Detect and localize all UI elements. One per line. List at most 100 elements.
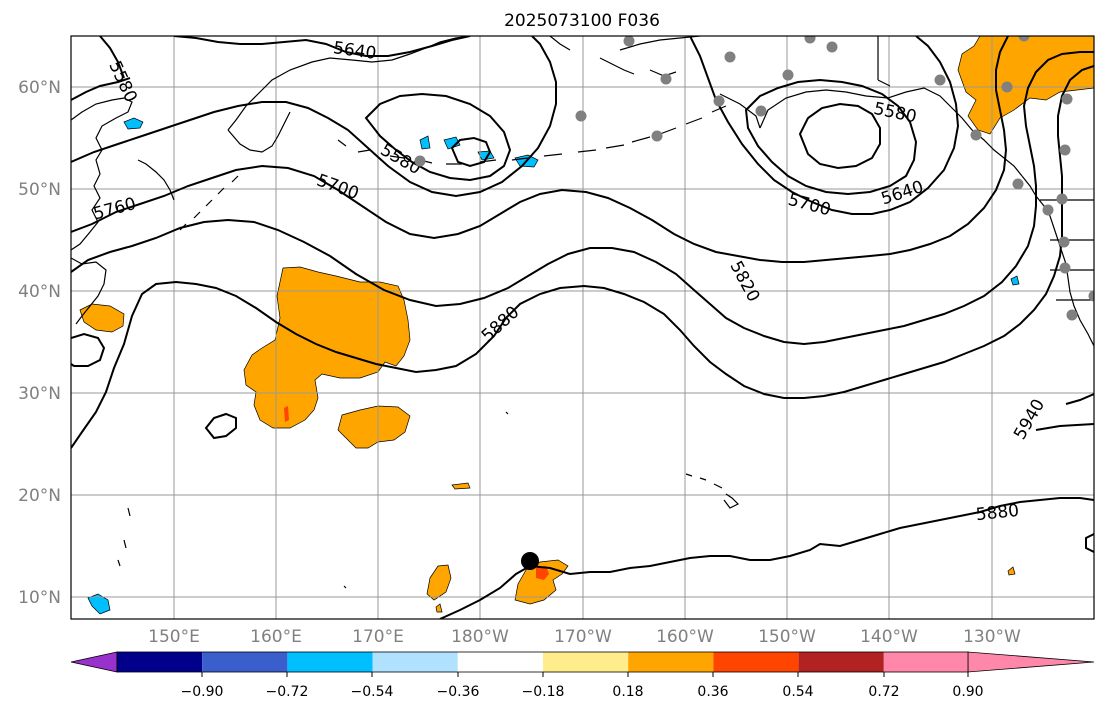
station-marker: [1012, 178, 1024, 190]
aleutian-islands: [337, 105, 727, 165]
lon-label: 160°W: [656, 627, 714, 647]
colorbar-segment: [713, 652, 799, 672]
coastline-sakhalin: [137, 159, 175, 201]
small-islands: [117, 411, 509, 589]
lon-label: 160°E: [250, 627, 302, 647]
colorbar-ticks: [201, 672, 969, 677]
station-marker: [1061, 93, 1073, 105]
lon-label: 150°E: [148, 627, 200, 647]
neg-anomaly-7: [1010, 275, 1020, 286]
lat-label: 40°N: [18, 282, 61, 302]
station-marker: [1066, 309, 1078, 321]
colorbar: −0.90 −0.72 −0.54 −0.36 −0.18 0.18 0.36 …: [70, 651, 1095, 700]
contour-small-loop-2: [71, 332, 106, 367]
station-marker: [1059, 262, 1071, 274]
station-marker: [755, 105, 767, 117]
station-marker: [623, 36, 635, 47]
colorbar-tick-label: −0.18: [522, 684, 565, 700]
lat-label: 30°N: [18, 384, 61, 404]
colorbar-segment: [202, 652, 288, 672]
colorbar-segment: [883, 652, 968, 672]
station-marker: [804, 36, 816, 44]
coastline-kamchatka-south: [227, 111, 291, 153]
coastline-bering: [549, 36, 635, 75]
colorbar-tick-label: −0.36: [437, 684, 480, 700]
contour-5580-east: [798, 102, 881, 170]
contour-5580-northwest: [71, 77, 131, 101]
colorbar-segment: [117, 652, 203, 672]
contour-small-loop-1: [204, 412, 237, 440]
station-marker: [934, 74, 946, 86]
map-border: [70, 35, 1095, 620]
anomaly-region-small-1: [426, 564, 452, 601]
lon-label: 130°W: [963, 627, 1021, 647]
lat-label: 50°N: [18, 180, 61, 200]
station-marker: [660, 73, 672, 85]
station-marker: [414, 155, 426, 167]
colorbar-tick-label: 0.18: [612, 684, 643, 700]
colorbar-segment: [287, 652, 373, 672]
coastline-japan: [71, 257, 107, 325]
contour-5700-east: [689, 36, 960, 215]
contour-5820: [71, 51, 1094, 346]
neg-anomaly-6: [87, 593, 111, 615]
contour-5580-west-low: [364, 92, 512, 182]
station-marker: [651, 130, 663, 142]
anomaly-region-small-4: [435, 603, 443, 613]
contour-5580-nw-top: [99, 36, 125, 79]
colorbar-extend-right: [967, 651, 1095, 673]
colorbar-segment: [372, 652, 458, 672]
contour-5880-main: [71, 65, 1094, 449]
lon-label: 180°W: [451, 627, 509, 647]
lon-label: 170°W: [554, 627, 612, 647]
station-marker: [575, 110, 587, 122]
station-marker: [1088, 290, 1094, 302]
station-marker: [724, 51, 736, 63]
neg-anomaly-1: [123, 117, 144, 130]
contour-5880-south: [439, 497, 1094, 619]
colorbar-segment: [543, 652, 629, 672]
station-marker: [713, 95, 725, 107]
colorbar-tick-label: 0.36: [697, 684, 728, 700]
station-marker: [1056, 193, 1068, 205]
contour-5880-east-loop: [1085, 533, 1094, 553]
colorbar-tick-label: 0.90: [952, 684, 983, 700]
neg-anomaly-3: [443, 136, 461, 150]
colorbar-tick-label: −0.54: [351, 684, 394, 700]
coastline-north-america: [1021, 175, 1094, 347]
height-contours: [71, 36, 1094, 619]
coastline-asia: [71, 97, 133, 251]
colorbar-segment: [457, 652, 543, 672]
hawaii-islands: [685, 473, 740, 509]
station-markers: [414, 36, 1094, 321]
lat-label: 10°N: [18, 588, 61, 608]
contour-label-5880-south: 5880: [975, 501, 1020, 525]
station-marker: [1001, 81, 1013, 93]
contour-5940-east: [1065, 393, 1094, 405]
anomaly-region-west: [79, 303, 125, 333]
latitude-labels: 10°N 20°N 30°N 40°N 50°N 60°N: [18, 78, 61, 608]
anomaly-region-small-3: [1007, 566, 1016, 576]
map-gridlines: [71, 36, 1094, 619]
station-marker: [1042, 204, 1054, 216]
colorbar-tick-label: −0.90: [181, 684, 224, 700]
contour-5940: [1035, 423, 1094, 431]
longitude-labels: 150°E 160°E 170°E 180°W 170°W 160°W 150°…: [148, 627, 1021, 647]
station-marker: [970, 129, 982, 141]
station-marker: [1059, 144, 1071, 156]
lat-label: 20°N: [18, 486, 61, 506]
contour-5640-east: [744, 78, 918, 196]
storm-position-marker: [521, 552, 539, 570]
lon-label: 140°W: [860, 627, 918, 647]
contour-5520-low: [450, 136, 492, 168]
us-state-lines: [1050, 239, 1094, 301]
colorbar-tick-label: 0.72: [868, 684, 899, 700]
colorbar-extend-left: [70, 651, 118, 673]
map-title: 2025073100 F036: [504, 11, 660, 31]
lat-label: 60°N: [18, 78, 61, 98]
colorbar-segment: [798, 652, 884, 672]
contour-5760: [71, 36, 1009, 263]
colorbar-tick-label: −0.72: [266, 684, 309, 700]
contour-5640-west: [173, 36, 471, 57]
